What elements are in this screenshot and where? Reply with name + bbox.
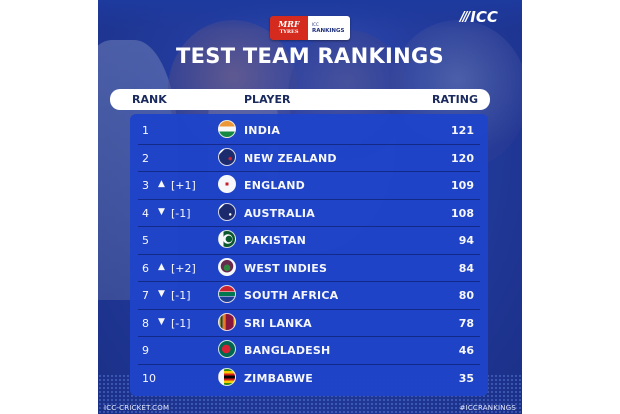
badge-main-text: RANKINGS [312, 28, 345, 34]
table-row: 9 BANGLADESH 46 [138, 336, 480, 365]
rank-cell: 4 [142, 206, 149, 220]
trend-arrow-icon: ▼ [158, 289, 165, 299]
rankings-table: 1 INDIA 121 2 NEW ZEALAND 120 3 ▲ [+1] E… [130, 114, 488, 396]
rank-cell: 9 [142, 344, 149, 357]
team-name: ENGLAND [244, 179, 306, 192]
rank-cell: 1 [142, 124, 149, 137]
south-africa-flag-icon [218, 285, 236, 303]
rating-cell: 78 [458, 316, 474, 330]
table-row: 8 ▼ [-1] SRI LANKA 78 [138, 309, 480, 337]
rating-cell: 46 [458, 344, 474, 357]
rank-change: [+1] [171, 179, 196, 192]
australia-flag-icon [218, 202, 236, 221]
rank-cell: 5 [142, 234, 149, 247]
icc-rankings-badge: ICC RANKINGS [308, 16, 350, 40]
team-name: NEW ZEALAND [244, 151, 337, 165]
rank-cell: 7 [142, 289, 149, 302]
rank-cell: 2 [142, 151, 149, 165]
india-flag-icon [218, 120, 236, 138]
badge-small-text: ICC [312, 22, 319, 27]
sponsor-badge: MRF TYRES ICC RANKINGS [270, 16, 350, 40]
table-row: 10 ZIMBABWE 35 [138, 364, 480, 392]
trend-arrow-icon: ▼ [158, 206, 165, 217]
sri-lanka-flag-icon [218, 312, 236, 331]
sponsor-line2: TYRES [279, 29, 299, 35]
team-name: AUSTRALIA [244, 206, 315, 220]
rank-change: [-1] [171, 316, 191, 330]
rank-cell: 10 [142, 371, 156, 385]
table-row: 1 INDIA 121 [138, 116, 480, 145]
table-row: 2 NEW ZEALAND 120 [138, 144, 480, 172]
trend-arrow-icon: ▲ [158, 261, 165, 272]
rank-change: [-1] [171, 289, 191, 302]
header-rank: RANK [132, 93, 167, 106]
table-row: 3 ▲ [+1] ENGLAND 109 [138, 171, 480, 200]
trend-arrow-icon: ▼ [158, 316, 165, 327]
team-name: SOUTH AFRICA [244, 289, 339, 302]
table-row: 7 ▼ [-1] SOUTH AFRICA 80 [138, 281, 480, 310]
icc-logo: /// ICC [460, 8, 498, 26]
team-name: WEST INDIES [244, 261, 328, 275]
team-name: ZIMBABWE [244, 371, 313, 385]
table-row: 6 ▲ [+2] WEST INDIES 84 [138, 254, 480, 282]
team-name: PAKISTAN [244, 234, 307, 247]
team-name: SRI LANKA [244, 316, 312, 330]
trend-arrow-icon: ▲ [158, 179, 165, 189]
rank-change: [-1] [171, 206, 191, 220]
rank-cell: 3 [142, 179, 149, 192]
mrf-logo: MRF TYRES [270, 16, 308, 40]
team-name: BANGLADESH [244, 344, 331, 357]
rating-cell: 121 [451, 124, 474, 137]
rating-cell: 80 [458, 289, 474, 302]
table-row: 4 ▼ [-1] AUSTRALIA 108 [138, 199, 480, 227]
rating-cell: 109 [451, 179, 474, 192]
rating-cell: 120 [451, 151, 474, 165]
rank-change: [+2] [171, 261, 196, 275]
rating-cell: 108 [451, 206, 474, 220]
header-player: PLAYER [244, 93, 291, 106]
cricket-ball-icon: /// [460, 9, 470, 25]
zimbabwe-flag-icon [218, 367, 236, 386]
header-rating: RATING [432, 93, 478, 106]
page-title: TEST TEAM RANKINGS [176, 44, 444, 68]
team-name: INDIA [244, 124, 281, 137]
footer-hashtag: #ICCRANKINGS [459, 404, 516, 412]
rank-cell: 6 [142, 261, 149, 275]
table-header: RANK PLAYER RATING [110, 89, 490, 110]
new-zealand-flag-icon [218, 147, 236, 166]
rating-cell: 35 [458, 371, 474, 385]
icc-logo-text: ICC [470, 8, 498, 26]
rating-cell: 94 [458, 234, 474, 247]
pakistan-flag-icon [218, 230, 236, 248]
table-row: 5 PAKISTAN 94 [138, 226, 480, 255]
sponsor-line1: MRF [278, 19, 300, 29]
rankings-poster: MRF TYRES ICC RANKINGS /// ICC TEST TEAM… [98, 0, 522, 414]
west-indies-flag-icon [218, 257, 236, 276]
footer-website: ICC-CRICKET.COM [104, 404, 170, 412]
rank-cell: 8 [142, 316, 149, 330]
bangladesh-flag-icon [218, 340, 236, 358]
england-flag-icon [218, 175, 236, 193]
rating-cell: 84 [458, 261, 474, 275]
